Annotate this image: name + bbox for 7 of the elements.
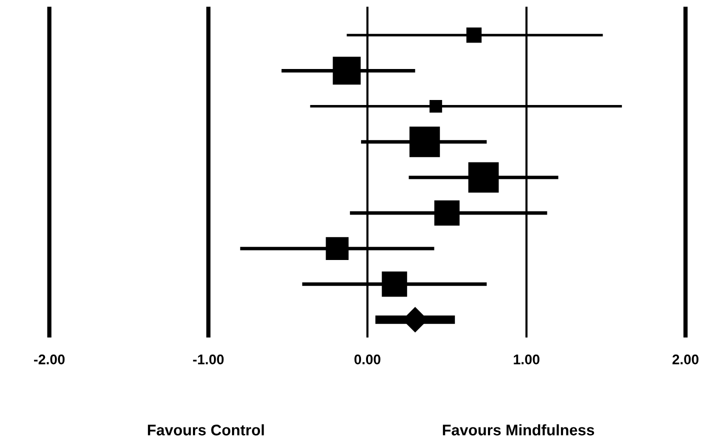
text: Favours Control [148,424,264,436]
x-tick-label: -2.00 [34,354,65,364]
x-tick-label: -1.00 [193,354,224,364]
x-tick-label: 0.00 [354,354,380,364]
x-tick-label: 2.00 [672,354,698,364]
x-tick-label: 1.00 [514,354,540,364]
text: Favours Mindfulness [442,424,594,436]
